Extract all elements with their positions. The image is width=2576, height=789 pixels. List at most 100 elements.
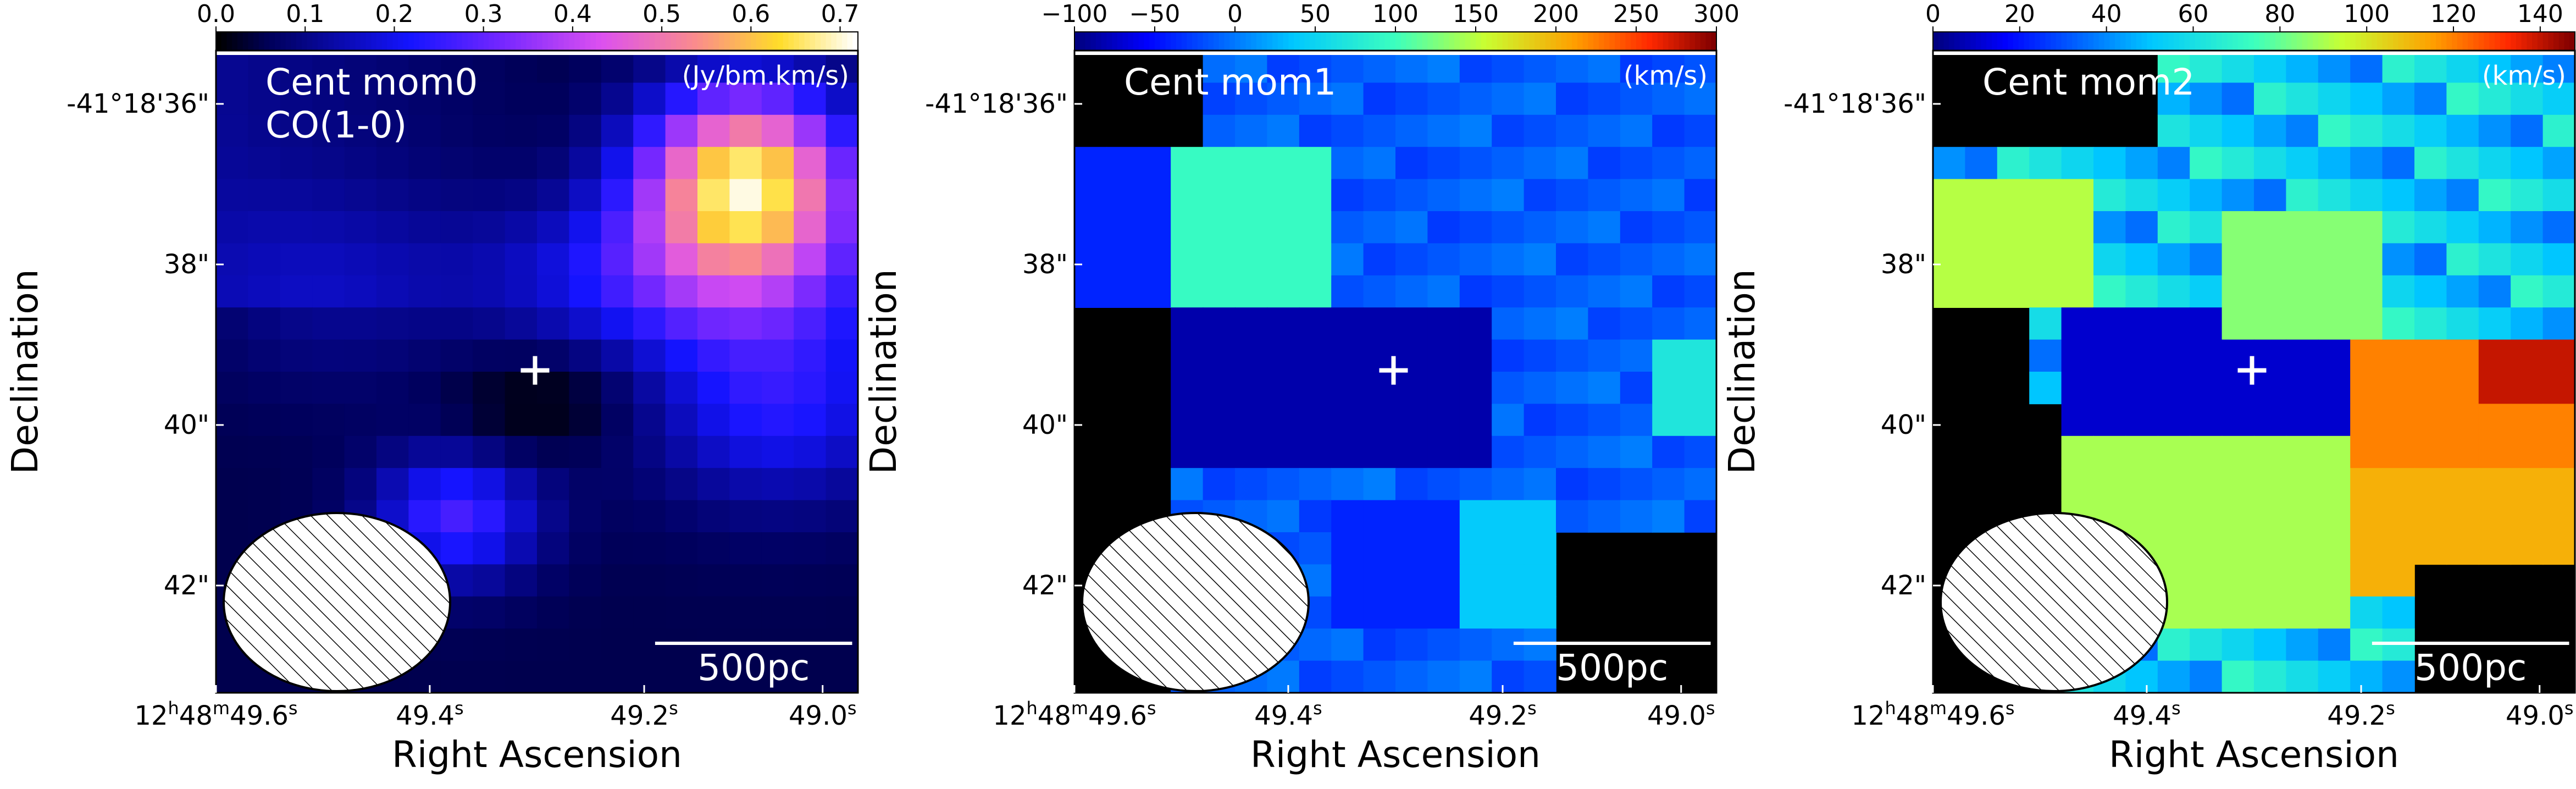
- heatmap-cell: [729, 114, 762, 147]
- colorbar-segment: [2307, 32, 2314, 51]
- heatmap-cell: [1652, 372, 1685, 405]
- colorbar-segment: [1636, 32, 1642, 51]
- heatmap-cell: [1074, 179, 1107, 212]
- colorbar-segment: [1965, 32, 1971, 51]
- heatmap-cell: [633, 468, 666, 501]
- heatmap-cell: [1459, 628, 1492, 661]
- heatmap-cell: [633, 243, 666, 276]
- heatmap-cell: [1299, 660, 1332, 693]
- colorbar-segment: [1358, 32, 1364, 51]
- heatmap-cell: [1933, 275, 1966, 308]
- heatmap-cell: [473, 147, 506, 180]
- heatmap-cell: [1492, 500, 1525, 533]
- beam-ellipse: [1081, 512, 1310, 692]
- heatmap-cell: [2222, 307, 2254, 340]
- heatmap-cell: [505, 275, 538, 308]
- heatmap-cell: [697, 372, 730, 405]
- heatmap-cell: [1299, 275, 1332, 308]
- colorbar-segment: [483, 32, 490, 51]
- heatmap-cell: [280, 339, 313, 372]
- colorbar-segment: [371, 32, 377, 51]
- heatmap-cell: [216, 339, 249, 372]
- heatmap-cell: [1203, 468, 1236, 501]
- heatmap-cell: [1588, 404, 1621, 437]
- heatmap-cell: [2093, 307, 2126, 340]
- heatmap-cell: [1363, 339, 1396, 372]
- heatmap-cell: [2029, 147, 2062, 180]
- heatmap-cell: [1556, 211, 1589, 244]
- heatmap-cell: [1299, 339, 1332, 372]
- colorbar-segment: [2569, 32, 2575, 51]
- colorbar-segment: [2403, 32, 2410, 51]
- heatmap-cell: [794, 307, 827, 340]
- colorbar-segment: [756, 32, 762, 51]
- heatmap-cell: [729, 404, 762, 437]
- colorbar-segment: [520, 32, 527, 51]
- axes-frame: [215, 49, 859, 694]
- heatmap-cell: [1267, 500, 1300, 533]
- colorbar-segment: [2088, 32, 2094, 51]
- heatmap-cell: [569, 660, 602, 693]
- colorbar-segment: [1310, 32, 1316, 51]
- heatmap-cell: [1684, 51, 1717, 84]
- heatmap-cell: [440, 468, 473, 501]
- heatmap-cell: [826, 275, 858, 308]
- colorbar-segment: [644, 32, 650, 51]
- colorbar-segment: [1674, 32, 1680, 51]
- heatmap-cell: [440, 243, 473, 276]
- heatmap-cell: [2382, 468, 2415, 501]
- heatmap-cell: [505, 339, 538, 372]
- heatmap-cell: [2318, 339, 2351, 372]
- heatmap-cell: [601, 51, 634, 84]
- heatmap-cell: [312, 179, 345, 212]
- colorbar-segment: [2542, 32, 2549, 51]
- heatmap-cell: [761, 435, 794, 468]
- heatmap-cell: [2222, 564, 2254, 597]
- heatmap-cell: [2254, 147, 2287, 180]
- heatmap-cell: [1427, 114, 1460, 147]
- colorbar-segment: [810, 32, 816, 51]
- heatmap-cell: [665, 307, 698, 340]
- colorbar-tick-label: 100: [2344, 0, 2390, 28]
- heatmap-cell: [2190, 82, 2223, 115]
- heatmap-cell: [2382, 435, 2415, 468]
- heatmap-cell: [1427, 564, 1460, 597]
- colorbar-segment: [1556, 32, 1562, 51]
- heatmap-cell: [761, 339, 794, 372]
- heatmap-cell: [505, 628, 538, 661]
- heatmap-cell: [408, 82, 441, 115]
- heatmap-cell: [1299, 500, 1332, 533]
- heatmap-cell: [601, 275, 634, 308]
- heatmap-cell: [665, 596, 698, 629]
- colorbar-segment: [1582, 32, 1589, 51]
- heatmap-cell: [1171, 435, 1204, 468]
- heatmap-cell: [216, 435, 249, 468]
- heatmap-cell: [729, 147, 762, 180]
- heatmap-cell: [665, 500, 698, 533]
- colorbar-segment: [473, 32, 479, 51]
- colorbar-segment: [1427, 32, 1434, 51]
- y-axis-label: Declination: [4, 269, 46, 474]
- heatmap-cell: [1267, 372, 1300, 405]
- heatmap-cell: [1395, 307, 1428, 340]
- heatmap-cell: [2286, 147, 2319, 180]
- heatmap-cell: [2061, 435, 2094, 468]
- colorbar-segment: [451, 32, 457, 51]
- heatmap-cell: [1203, 114, 1236, 147]
- colorbar-tick-label: 120: [2430, 0, 2477, 28]
- colorbar-segment: [467, 32, 474, 51]
- colorbar-segment: [1641, 32, 1648, 51]
- colorbar-segment: [1272, 32, 1278, 51]
- heatmap-cell: [1556, 147, 1589, 180]
- heatmap-cell: [569, 372, 602, 405]
- heatmap-cell: [2542, 404, 2575, 437]
- heatmap-cell: [2029, 243, 2062, 276]
- heatmap-cell: [2029, 372, 2062, 405]
- heatmap-cell: [2254, 596, 2287, 629]
- colorbar-segment: [569, 32, 575, 51]
- colorbar-segment: [237, 32, 243, 51]
- heatmap-cell: [761, 532, 794, 565]
- heatmap-cell: [1331, 372, 1364, 405]
- heatmap-cell: [2542, 307, 2575, 340]
- heatmap-cell: [601, 211, 634, 244]
